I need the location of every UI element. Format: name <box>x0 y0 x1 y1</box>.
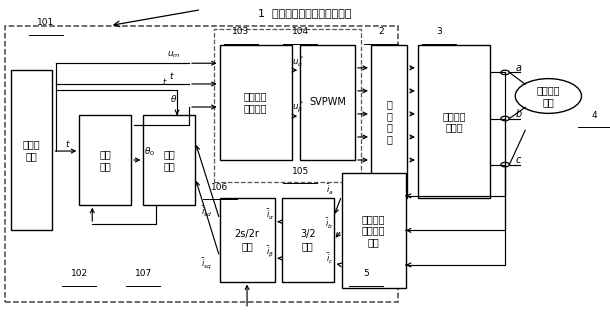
Bar <box>214 29 361 182</box>
Text: $\bar{i}_{sd}$: $\bar{i}_{sd}$ <box>201 205 212 219</box>
Bar <box>220 45 292 160</box>
Bar <box>342 173 406 288</box>
Text: $u^*_\alpha$: $u^*_\alpha$ <box>292 54 304 68</box>
Circle shape <box>515 79 581 113</box>
Text: 101: 101 <box>37 18 54 27</box>
Text: $\theta_0$: $\theta_0$ <box>144 146 155 158</box>
Bar <box>371 45 407 198</box>
Text: 参考电压
矢量生成: 参考电压 矢量生成 <box>244 92 267 113</box>
Text: 2: 2 <box>378 28 384 36</box>
Text: 驱
动
电
路: 驱 动 电 路 <box>386 99 392 144</box>
Text: $\bar{i}_c$: $\bar{i}_c$ <box>326 252 333 266</box>
Bar <box>5 26 398 302</box>
Text: $b$: $b$ <box>515 107 523 119</box>
Text: $\bar{i}_a$: $\bar{i}_a$ <box>326 182 333 196</box>
Text: 电流传感
器与采样
电路: 电流传感 器与采样 电路 <box>362 214 386 247</box>
Text: $t$: $t$ <box>169 69 175 81</box>
Text: 3: 3 <box>436 28 442 36</box>
Bar <box>418 45 490 198</box>
Bar <box>282 198 334 282</box>
Text: 数字计
时器: 数字计 时器 <box>23 140 40 161</box>
Bar <box>220 198 274 282</box>
Text: 4: 4 <box>592 111 598 120</box>
Text: SVPWM: SVPWM <box>309 97 346 108</box>
Text: $u_m$: $u_m$ <box>167 49 181 60</box>
Text: $\bar{i}_\beta$: $\bar{i}_\beta$ <box>265 244 274 259</box>
Text: $t$: $t$ <box>162 76 168 87</box>
Text: 2s/2r
变换: 2s/2r 变换 <box>235 229 259 251</box>
Text: $\bar{i}_{sq}$: $\bar{i}_{sq}$ <box>201 256 212 271</box>
Bar <box>300 45 355 160</box>
Text: 位置
计算: 位置 计算 <box>163 149 175 171</box>
Text: 102: 102 <box>71 269 88 278</box>
Text: 3/2
变换: 3/2 变换 <box>300 229 315 251</box>
Text: 三相逆变
器模块: 三相逆变 器模块 <box>442 111 465 132</box>
Text: 104: 104 <box>292 28 309 36</box>
Text: 106: 106 <box>211 183 228 192</box>
Text: $u^*_\beta$: $u^*_\beta$ <box>292 100 304 115</box>
Bar <box>11 70 52 230</box>
Text: 5: 5 <box>363 269 369 278</box>
Text: 1  初始位置检测数字计算模块: 1 初始位置检测数字计算模块 <box>258 8 352 18</box>
Text: 105: 105 <box>292 167 309 176</box>
Text: $\bar{i}_b$: $\bar{i}_b$ <box>326 217 333 231</box>
Text: 永磁同步
电机: 永磁同步 电机 <box>537 85 560 107</box>
Text: $c$: $c$ <box>515 155 522 165</box>
Bar <box>79 115 131 205</box>
Text: 107: 107 <box>135 269 152 278</box>
Text: $t$: $t$ <box>65 138 71 148</box>
Text: $a$: $a$ <box>515 63 522 73</box>
Text: $\bar{i}_\alpha$: $\bar{i}_\alpha$ <box>265 208 274 222</box>
Text: 角度
更新: 角度 更新 <box>99 149 111 171</box>
Text: $\theta$: $\theta$ <box>170 92 178 104</box>
Bar <box>143 115 195 205</box>
Text: 103: 103 <box>232 28 249 36</box>
